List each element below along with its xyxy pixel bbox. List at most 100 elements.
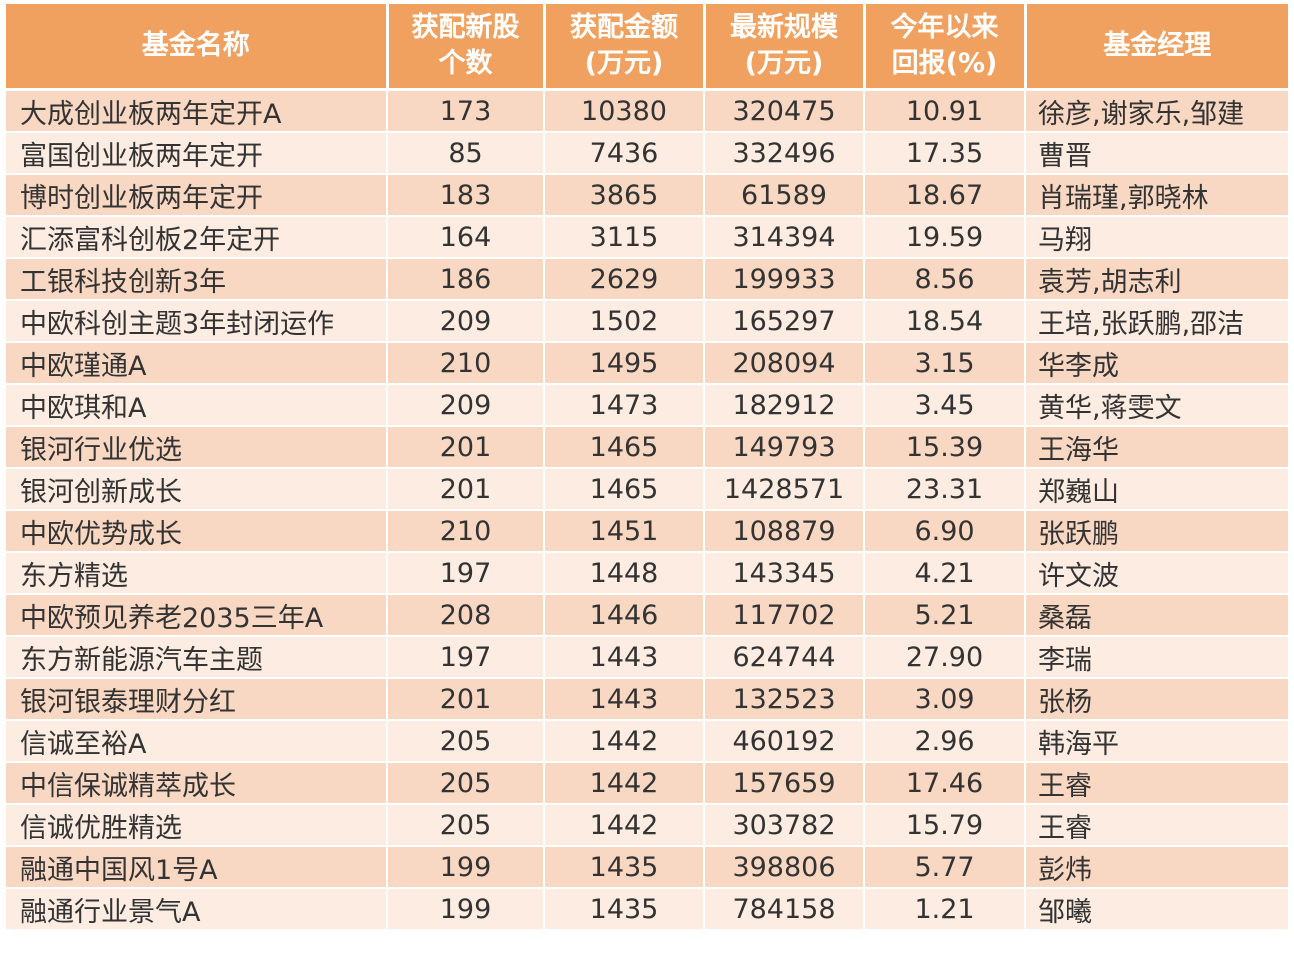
cell-new-stocks-count: 197 [387, 636, 545, 679]
header-amount-line1: 获配金额 [570, 12, 678, 43]
cell-fund-name: 东方新能源汽车主题 [6, 636, 388, 679]
header-amount-line2: (万元) [584, 48, 664, 79]
cell-allocated-amount: 1495 [544, 342, 705, 385]
cell-new-stocks-count: 85 [387, 132, 545, 175]
table-row: 博时创业板两年定开 183 3865 61589 18.67 肖瑞瑾,郭晓林 [6, 174, 1288, 217]
header-allocated-amount: 获配金额 (万元) [544, 4, 706, 91]
cell-fund-name: 富国创业板两年定开 [6, 132, 388, 175]
cell-new-stocks-count: 208 [387, 594, 545, 637]
cell-ytd-return: 27.90 [864, 636, 1026, 679]
header-ytd-return: 今年以来 回报(%) [864, 4, 1027, 91]
cell-new-stocks-count: 201 [387, 678, 545, 721]
cell-ytd-return: 8.56 [864, 258, 1026, 301]
cell-fund-manager: 张杨 [1025, 678, 1288, 721]
cell-new-stocks-count: 205 [387, 804, 545, 847]
cell-new-stocks-count: 209 [387, 384, 545, 427]
cell-fund-manager: 肖瑞瑾,郭晓林 [1025, 174, 1288, 217]
cell-fund-manager: 彭炜 [1025, 846, 1288, 889]
cell-fund-manager: 韩海平 [1025, 720, 1288, 763]
cell-ytd-return: 2.96 [864, 720, 1026, 763]
cell-ytd-return: 3.09 [864, 678, 1026, 721]
header-fund-name: 基金名称 [6, 4, 389, 91]
cell-allocated-amount: 2629 [544, 258, 705, 301]
cell-ytd-return: 10.91 [864, 89, 1026, 133]
cell-latest-scale: 624744 [704, 636, 865, 679]
cell-latest-scale: 61589 [704, 174, 865, 217]
header-return-line2: 回报(%) [891, 48, 998, 79]
cell-fund-manager: 郑巍山 [1025, 468, 1288, 511]
cell-new-stocks-count: 197 [387, 552, 545, 595]
cell-fund-name: 汇添富科创板2年定开 [6, 216, 388, 259]
cell-fund-name: 中欧预见养老2035三年A [6, 594, 388, 637]
cell-latest-scale: 208094 [704, 342, 865, 385]
cell-ytd-return: 17.35 [864, 132, 1026, 175]
cell-fund-manager: 王海华 [1025, 426, 1288, 469]
cell-fund-name: 工银科技创新3年 [6, 258, 388, 301]
cell-fund-name: 东方精选 [6, 552, 388, 595]
cell-ytd-return: 23.31 [864, 468, 1026, 511]
cell-new-stocks-count: 183 [387, 174, 545, 217]
cell-fund-manager: 马翔 [1025, 216, 1288, 259]
cell-latest-scale: 157659 [704, 762, 865, 805]
cell-ytd-return: 18.54 [864, 300, 1026, 343]
cell-new-stocks-count: 173 [387, 89, 545, 133]
cell-allocated-amount: 3115 [544, 216, 705, 259]
cell-new-stocks-count: 210 [387, 510, 545, 553]
cell-fund-name: 中信保诚精萃成长 [6, 762, 388, 805]
cell-latest-scale: 460192 [704, 720, 865, 763]
table-row: 富国创业板两年定开 85 7436 332496 17.35 曹晋 [6, 132, 1288, 175]
header-new-stocks-line2: 个数 [438, 48, 493, 79]
cell-allocated-amount: 1435 [544, 888, 705, 931]
header-new-stocks-count: 获配新股 个数 [387, 4, 546, 91]
table-header-row: 基金名称 获配新股 个数 获配金额 (万元) 最新规模 (万元) 今年以来 回报… [6, 4, 1288, 91]
cell-latest-scale: 332496 [704, 132, 865, 175]
cell-allocated-amount: 1443 [544, 678, 705, 721]
table-row: 中欧优势成长 210 1451 108879 6.90 张跃鹏 [6, 510, 1288, 553]
table-row: 信诚至裕A 205 1442 460192 2.96 韩海平 [6, 720, 1288, 763]
cell-latest-scale: 165297 [704, 300, 865, 343]
table-row: 银河银泰理财分红 201 1443 132523 3.09 张杨 [6, 678, 1288, 721]
header-scale-line1: 最新规模 [730, 12, 838, 43]
cell-fund-name: 银河行业优选 [6, 426, 388, 469]
cell-fund-name: 信诚优胜精选 [6, 804, 388, 847]
cell-ytd-return: 1.21 [864, 888, 1026, 931]
cell-latest-scale: 320475 [704, 89, 865, 133]
cell-latest-scale: 398806 [704, 846, 865, 889]
cell-fund-manager: 王培,张跃鹏,邵洁 [1025, 300, 1288, 343]
table-row: 中信保诚精萃成长 205 1442 157659 17.46 王睿 [6, 762, 1288, 805]
cell-latest-scale: 199933 [704, 258, 865, 301]
cell-ytd-return: 6.90 [864, 510, 1026, 553]
cell-allocated-amount: 1502 [544, 300, 705, 343]
cell-new-stocks-count: 199 [387, 888, 545, 931]
cell-fund-manager: 徐彦,谢家乐,邹建 [1025, 89, 1288, 133]
cell-ytd-return: 3.45 [864, 384, 1026, 427]
cell-fund-name: 中欧瑾通A [6, 342, 388, 385]
table-row: 中欧琪和A 209 1473 182912 3.45 黄华,蒋雯文 [6, 384, 1288, 427]
cell-ytd-return: 4.21 [864, 552, 1026, 595]
cell-new-stocks-count: 209 [387, 300, 545, 343]
cell-allocated-amount: 3865 [544, 174, 705, 217]
cell-allocated-amount: 7436 [544, 132, 705, 175]
cell-fund-manager: 华李成 [1025, 342, 1288, 385]
cell-allocated-amount: 1443 [544, 636, 705, 679]
cell-latest-scale: 132523 [704, 678, 865, 721]
cell-fund-name: 中欧优势成长 [6, 510, 388, 553]
cell-fund-name: 大成创业板两年定开A [6, 89, 388, 133]
table-row: 工银科技创新3年 186 2629 199933 8.56 袁芳,胡志利 [6, 258, 1288, 301]
table-row: 融通行业景气A 199 1435 784158 1.21 邹曦 [6, 888, 1288, 931]
table-row: 银河行业优选 201 1465 149793 15.39 王海华 [6, 426, 1288, 469]
cell-new-stocks-count: 205 [387, 720, 545, 763]
cell-fund-name: 中欧科创主题3年封闭运作 [6, 300, 388, 343]
cell-new-stocks-count: 164 [387, 216, 545, 259]
cell-allocated-amount: 1473 [544, 384, 705, 427]
header-fund-manager: 基金经理 [1025, 4, 1288, 91]
cell-fund-manager: 邹曦 [1025, 888, 1288, 931]
cell-ytd-return: 15.79 [864, 804, 1026, 847]
table-row: 中欧预见养老2035三年A 208 1446 117702 5.21 桑磊 [6, 594, 1288, 637]
header-new-stocks-line1: 获配新股 [411, 12, 520, 43]
cell-new-stocks-count: 201 [387, 426, 545, 469]
cell-fund-name: 中欧琪和A [6, 384, 388, 427]
cell-fund-manager: 黄华,蒋雯文 [1025, 384, 1288, 427]
cell-allocated-amount: 1465 [544, 426, 705, 469]
cell-allocated-amount: 1442 [544, 762, 705, 805]
